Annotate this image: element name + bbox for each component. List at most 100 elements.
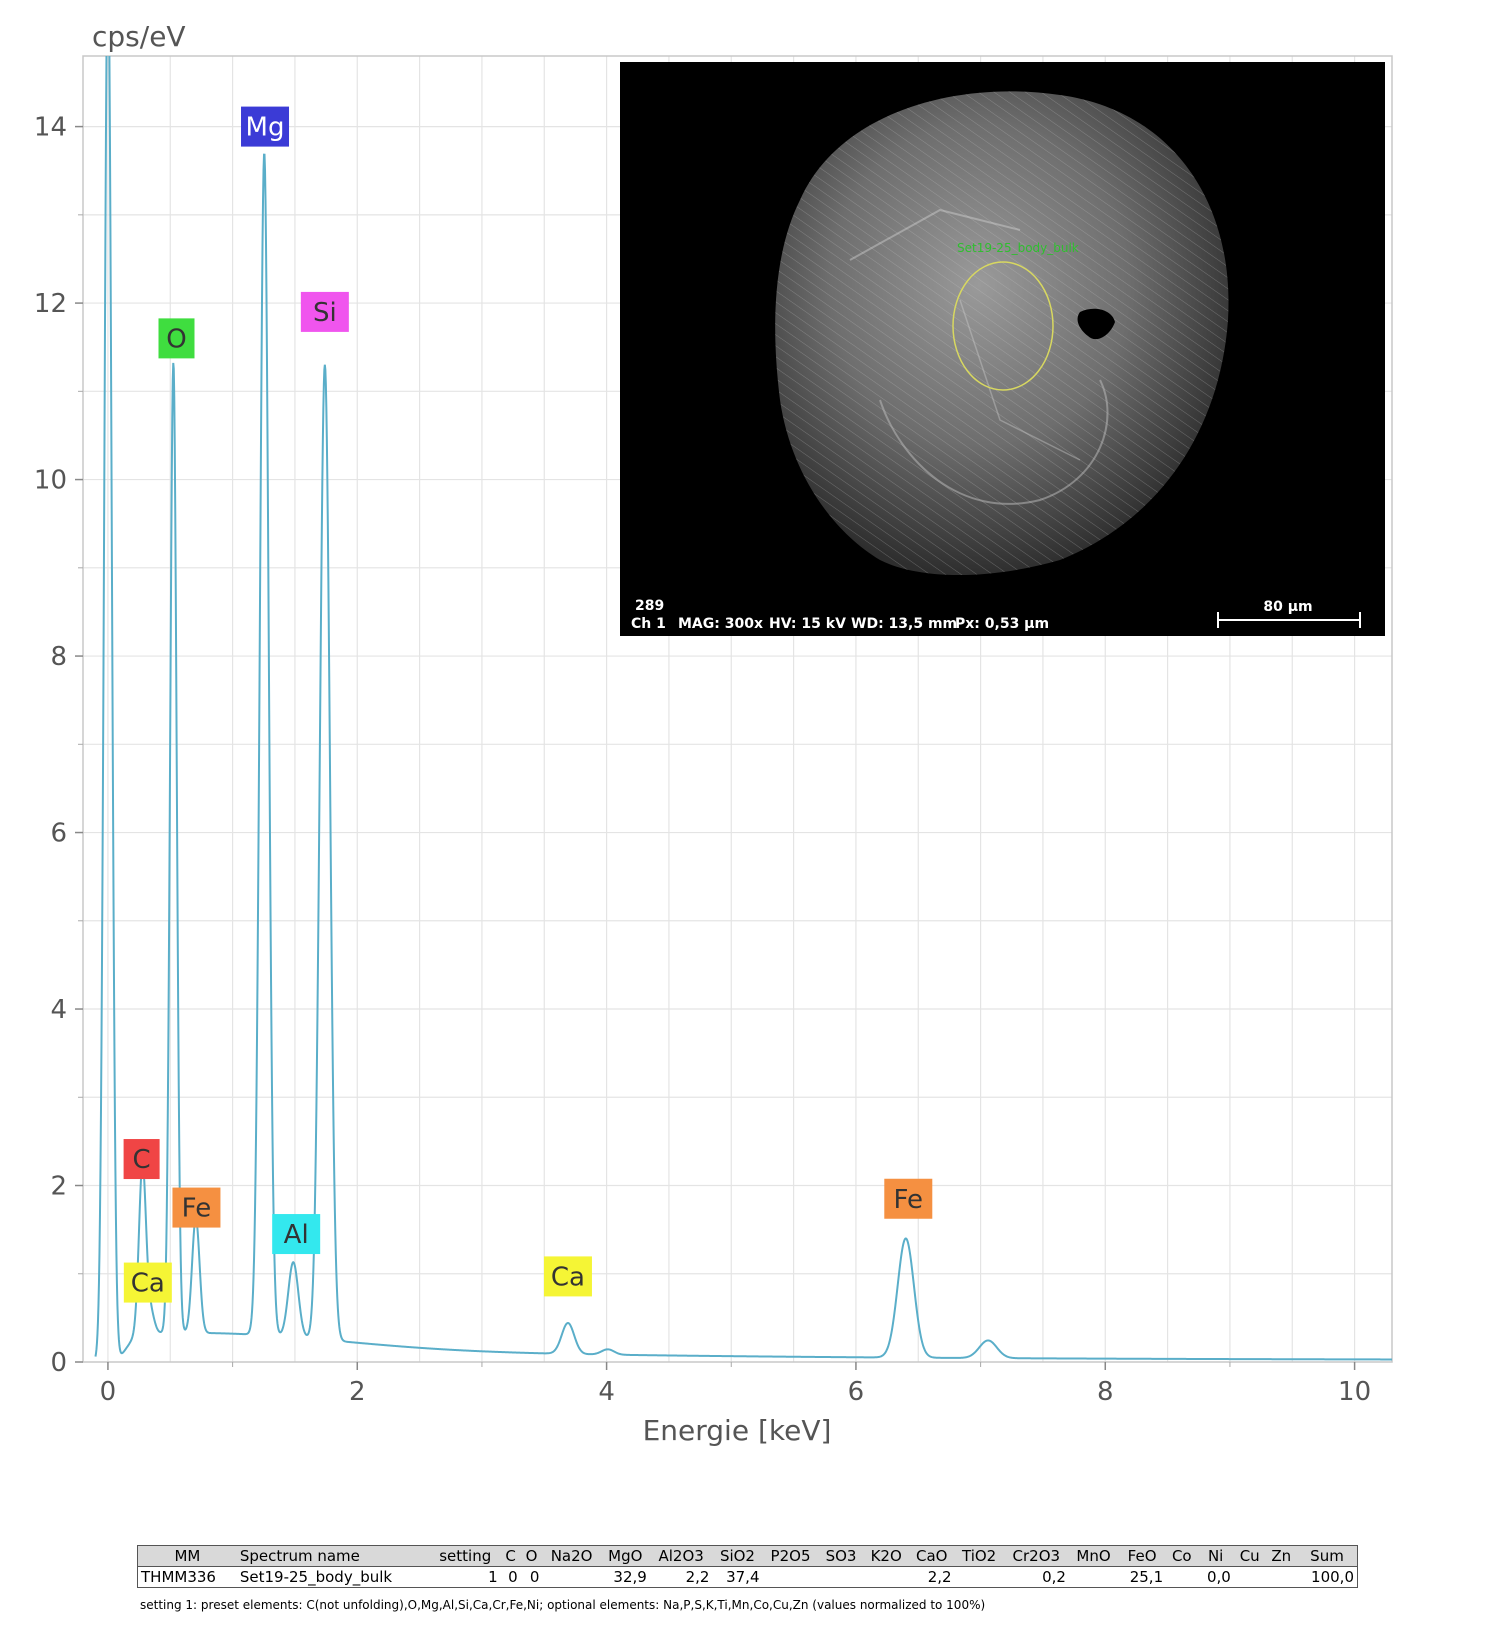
table-cell: [818, 1566, 864, 1588]
table-cell: [1233, 1566, 1266, 1588]
svg-text:Al: Al: [284, 1220, 309, 1250]
table-cell: 37,4: [712, 1566, 763, 1588]
table-header-cell: C: [500, 1545, 521, 1567]
table-cell: 1: [429, 1566, 501, 1588]
x-tick-label: 8: [1097, 1377, 1114, 1407]
table-cell: [954, 1566, 1004, 1588]
y-tick-label: 0: [50, 1348, 67, 1378]
svg-text:O: O: [166, 324, 186, 354]
table-header-cell: Zn: [1265, 1545, 1297, 1567]
table-header-cell: Cu: [1233, 1545, 1266, 1567]
peak-label-al: Al: [272, 1214, 321, 1255]
x-tick-label: 6: [848, 1377, 865, 1407]
y-axis: 0 2 4 6 8 10 12 14: [34, 113, 83, 1378]
x-axis-title: Energie [keV]: [643, 1414, 832, 1447]
table-cell: [863, 1566, 909, 1588]
peak-label-o: O: [158, 318, 195, 359]
table-cell: 25,1: [1118, 1566, 1167, 1588]
peak-label-ca: Ca: [543, 1256, 592, 1297]
y-tick-label: 6: [50, 819, 67, 849]
table-cell: 2,2: [908, 1566, 955, 1588]
table-header-cell: FeO: [1118, 1545, 1167, 1567]
sem-pixel-size: Px: 0,53 µm: [955, 616, 1049, 632]
scale-bar-label: 80 µm: [1263, 599, 1312, 615]
sem-image-number: 289: [635, 598, 664, 614]
table-cell: 2,2: [649, 1566, 713, 1588]
scale-bar: [1217, 612, 1361, 628]
table-cell: [1166, 1566, 1198, 1588]
table-row: THMM336 Set19-25_body_bulk 1 0 0 32,9 2,2 37,4 2…: [137, 1566, 1358, 1588]
sem-high-voltage: HV: 15 kV: [769, 616, 846, 632]
peak-label-c: C: [123, 1139, 160, 1180]
sem-inset: Set19-25_body_bulk 289 Ch 1 MAG: 300x HV…: [620, 62, 1385, 636]
y-tick-label: 14: [34, 113, 67, 143]
table-cell: Set19-25_body_bulk: [236, 1566, 430, 1588]
x-tick-label: 0: [100, 1377, 117, 1407]
table-cell: 32,9: [600, 1566, 650, 1588]
sem-working-distance: WD: 13,5 mm: [851, 616, 957, 632]
sem-channel: Ch 1: [631, 616, 666, 632]
table-header-cell: K2O: [863, 1545, 909, 1567]
table-header-cell: SO3: [818, 1545, 864, 1567]
table-header-cell: SiO2: [712, 1545, 763, 1567]
y-tick-label: 8: [50, 642, 67, 672]
table-cell: THMM336: [137, 1566, 237, 1588]
table-header-cell: MnO: [1068, 1545, 1119, 1567]
y-tick-label: 2: [50, 1172, 67, 1202]
sem-magnification: MAG: 300x: [678, 616, 763, 632]
table-header-cell: P2O5: [762, 1545, 819, 1567]
svg-text:Fe: Fe: [182, 1194, 212, 1224]
table-body: THMM336 Set19-25_body_bulk 1 0 0 32,9 2,2 37,4 2…: [137, 1566, 1358, 1588]
table-cell: [1068, 1566, 1119, 1588]
spectrum-line: [94, 56, 1392, 1361]
table-header-cell: TiO2: [954, 1545, 1004, 1567]
y-axis-title: cps/eV: [92, 20, 186, 53]
plot-frame: [82, 55, 1393, 1363]
eds-spectrum-chart: 0 2 4 6 8 10 12 14 0 2 4 6 8 10 cps/eV Energie [keV]…: [34, 20, 1393, 1447]
table-cell: 0,2: [1003, 1566, 1069, 1588]
peak-label-ca: Ca: [123, 1262, 172, 1303]
table-header-row: MM Spectrum name setting C O Na2O MgO Al2O3 SiO2…: [137, 1545, 1358, 1567]
x-axis: 0 2 4 6 8 10: [100, 1362, 1371, 1407]
peak-annotations: Mg O Si C Fe Al Ca Ca Fe: [123, 106, 933, 1303]
table-header-cell: Al2O3: [649, 1545, 713, 1567]
table-header-cell: Sum: [1297, 1545, 1358, 1567]
analysis-region-ellipse: [952, 261, 1054, 391]
composition-table: MM Spectrum name setting C O Na2O MgO Al2O3 SiO2…: [137, 1545, 1358, 1588]
peak-label-mg: Mg: [241, 106, 290, 147]
svg-text:Mg: Mg: [246, 113, 285, 143]
analysis-region-label: Set19-25_body_bulk: [957, 241, 1079, 255]
table-header-cell: Ni: [1197, 1545, 1234, 1567]
setting-note: setting 1: preset elements: C(not unfold…: [140, 1598, 986, 1612]
x-tick-label: 10: [1338, 1377, 1371, 1407]
x-tick-label: 4: [598, 1377, 615, 1407]
table-header-cell: O: [520, 1545, 543, 1567]
table-cell: 100,0: [1297, 1566, 1358, 1588]
y-tick-label: 10: [34, 466, 67, 496]
table-header-cell: Cr2O3: [1003, 1545, 1069, 1567]
table-header-cell: Co: [1166, 1545, 1198, 1567]
table-cell: 0,0: [1197, 1566, 1234, 1588]
table-header-cell: CaO: [908, 1545, 955, 1567]
peak-label-si: Si: [300, 291, 349, 332]
table-header-cell: Spectrum name: [236, 1545, 430, 1567]
table-cell: [542, 1566, 601, 1588]
table-cell: 0: [520, 1566, 543, 1588]
table-cell: [762, 1566, 819, 1588]
peak-label-fe: Fe: [172, 1187, 221, 1228]
svg-text:Ca: Ca: [131, 1269, 165, 1299]
svg-text:Si: Si: [313, 298, 337, 328]
sem-particle: [775, 91, 1229, 575]
svg-text:C: C: [133, 1145, 151, 1175]
x-tick-label: 2: [349, 1377, 366, 1407]
table-header-cell: MgO: [600, 1545, 650, 1567]
table-cell: 0: [500, 1566, 521, 1588]
peak-label-fe: Fe: [884, 1178, 933, 1219]
svg-text:Ca: Ca: [551, 1262, 585, 1292]
y-tick-label: 4: [50, 995, 67, 1025]
table-header-cell: Na2O: [542, 1545, 601, 1567]
table-cell: [1265, 1566, 1297, 1588]
table-header-cell: MM: [137, 1545, 237, 1567]
svg-text:Fe: Fe: [894, 1185, 924, 1215]
y-tick-label: 12: [34, 289, 67, 319]
